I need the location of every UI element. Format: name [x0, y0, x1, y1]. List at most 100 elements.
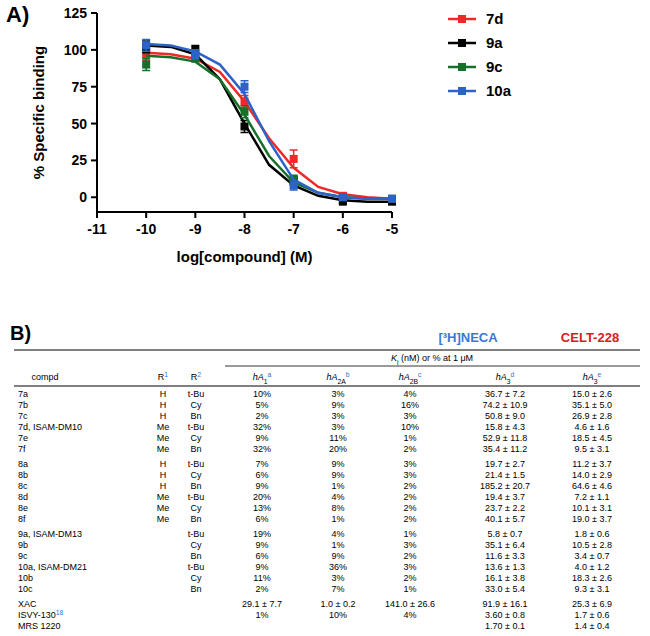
cell: 6%	[255, 514, 268, 524]
cell: 9%	[331, 551, 344, 561]
x-tick	[293, 212, 295, 218]
compd-name: 7d, ISAM-DM10	[18, 422, 82, 432]
cell: Me	[157, 492, 170, 502]
rule	[225, 366, 640, 367]
superscript: e	[598, 371, 602, 378]
cell: Me	[157, 444, 170, 454]
cell: 21.4 ± 1.5	[485, 470, 525, 480]
cell: 1.4 ± 0.4	[575, 621, 610, 631]
cell: 16%	[401, 400, 419, 410]
y-tick	[91, 12, 97, 14]
error-bar	[241, 81, 249, 93]
cell-compd: 8b	[18, 470, 28, 480]
cell: H	[160, 389, 167, 399]
series	[142, 53, 396, 203]
axes: 0255075100125-11-10-9-8-7-6-5% Specific …	[30, 5, 398, 265]
cell: 4%	[403, 610, 416, 620]
cell: 4%	[331, 529, 344, 539]
cell: 25.3 ± 6.9	[572, 599, 612, 609]
cell: 19%	[253, 529, 271, 539]
cell: t-Bu	[188, 389, 205, 399]
x-tick-label: -6	[337, 221, 350, 237]
cell: 9.5 ± 3.1	[575, 444, 610, 454]
cell: H	[160, 459, 167, 469]
cell-compd: XAC	[18, 599, 37, 609]
cell: Bn	[190, 551, 201, 561]
y-tick-label: 0	[79, 189, 87, 205]
rule	[14, 386, 640, 387]
cell: 32%	[253, 422, 271, 432]
cell: 50.8 ± 9.0	[485, 411, 525, 421]
marker	[339, 193, 347, 201]
cell: 15.0 ± 2.6	[572, 389, 612, 399]
cell: 16.1 ± 3.8	[485, 573, 525, 583]
cell: 3%	[403, 459, 416, 469]
cell: Cy	[191, 573, 202, 583]
cell: 36.7 ± 7.2	[485, 389, 525, 399]
cell: 11.6 ± 3.3	[485, 551, 524, 561]
subscript: 1	[264, 378, 268, 385]
error-bar	[191, 50, 199, 59]
cell: 19.0 ± 3.7	[572, 514, 612, 524]
cell: 1%	[403, 584, 416, 594]
cell: 6%	[255, 470, 268, 480]
cell: 2%	[403, 492, 416, 502]
cell: t-Bu	[188, 562, 205, 572]
marker	[388, 195, 396, 203]
compd-name: 9b	[18, 540, 28, 550]
column-header: hA3d	[496, 371, 515, 385]
marker	[339, 193, 347, 201]
cell: H	[160, 481, 167, 491]
cell: 2%	[403, 514, 416, 524]
cell: 10.5 ± 2.8	[572, 540, 612, 550]
x-axis-title: log[compound] (M)	[177, 248, 313, 265]
cell: 74.2 ± 10.9	[483, 400, 528, 410]
radioligand-label: [³H]NECA	[438, 330, 498, 345]
radioligand-label: CELT-228	[561, 330, 619, 345]
cell: 4%	[403, 389, 416, 399]
compd-name: 8c	[18, 481, 28, 491]
cell: 10%	[253, 389, 271, 399]
cell: 8%	[331, 503, 344, 513]
y-tick-label: 75	[71, 79, 87, 95]
cell-compd: 8c	[18, 481, 28, 491]
x-tick	[96, 212, 98, 218]
cell: 3%	[403, 411, 416, 421]
x-tick	[244, 212, 246, 218]
legend: 7d9a9c10a	[448, 10, 512, 99]
cell: 13%	[253, 503, 271, 513]
cell: 7.2 ± 1.1	[575, 492, 610, 502]
cell: t-Bu	[188, 492, 205, 502]
cell: 1%	[331, 514, 344, 524]
cell: 10.1 ± 3.1	[572, 503, 612, 513]
cell: 2%	[403, 573, 416, 583]
cell: 91.9 ± 16.1	[483, 599, 528, 609]
cell: 3.4 ± 0.7	[575, 551, 610, 561]
compd-name: 7b	[18, 400, 28, 410]
cell: 11%	[253, 573, 270, 583]
column-header: R1	[158, 371, 169, 383]
y-tick	[91, 159, 97, 161]
compd-name: 10b	[18, 573, 33, 583]
compd-name: 8d	[18, 492, 28, 502]
reference: 18	[56, 609, 64, 616]
column-header: hA2Bc	[399, 371, 422, 385]
y-tick-label: 100	[64, 42, 88, 58]
cell: 10%	[401, 422, 419, 432]
cell: 3%	[403, 540, 416, 550]
cell: 9%	[255, 540, 268, 550]
figure: A)B)0255075100125-11-10-9-8-7-6-5% Speci…	[0, 0, 650, 636]
cell: 1.0 ± 0.2	[321, 599, 356, 609]
cell: 11%	[329, 433, 346, 443]
x-tick	[145, 212, 147, 218]
cell: 9.3 ± 3.1	[575, 584, 610, 594]
cell: 1%	[331, 481, 344, 491]
compd-name: 9c	[18, 551, 28, 561]
cell: 3%	[331, 411, 344, 421]
cell: 1%	[331, 540, 344, 550]
cell-compd: 7d, ISAM-DM10	[18, 422, 82, 432]
x-tick-label: -10	[136, 221, 156, 237]
cell: 2%	[255, 411, 268, 421]
fit-curve	[146, 53, 392, 199]
compd-name: 7e	[18, 433, 28, 443]
